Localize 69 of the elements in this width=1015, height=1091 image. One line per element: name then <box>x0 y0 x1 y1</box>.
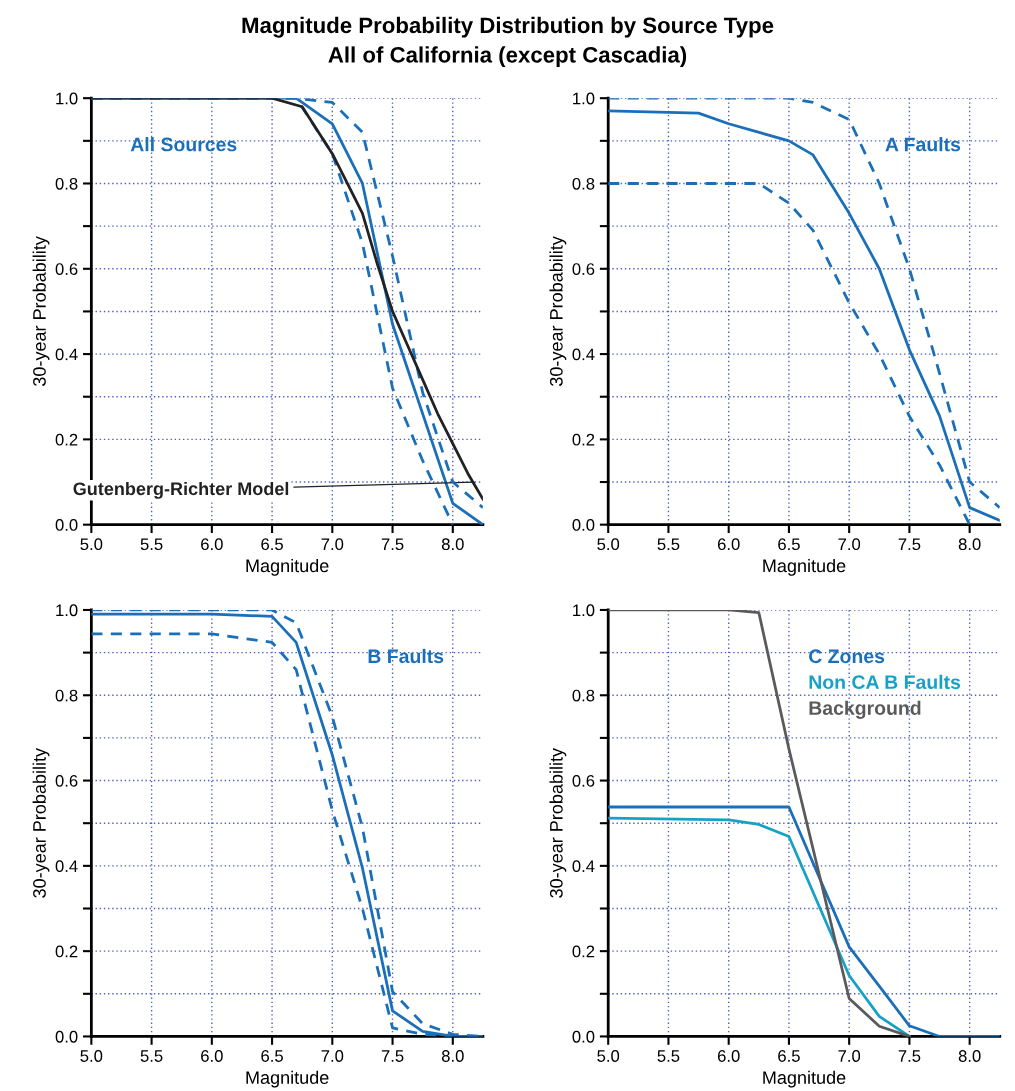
y-tick-label: 0.2 <box>55 433 78 446</box>
x-tick-label: 5.0 <box>80 538 103 551</box>
x-tick-label: 5.5 <box>657 538 680 551</box>
y-tick-label: 0.4 <box>55 860 78 873</box>
x-tick-label: 7.0 <box>838 538 861 551</box>
y-tick-label: 0.6 <box>55 774 78 787</box>
x-tick-label: 6.5 <box>261 1050 283 1062</box>
x-tick-label: 8.0 <box>958 1050 981 1062</box>
x-tick-label: 5.5 <box>657 1050 680 1062</box>
y-tick-label: 0.0 <box>55 1030 78 1043</box>
y-tick-label: 0.8 <box>55 689 78 702</box>
x-tick-label: 7.0 <box>321 1050 344 1062</box>
x-tick-label: 6.0 <box>717 1050 740 1062</box>
y-axis-title: 30-year Probability <box>32 747 50 898</box>
x-tick-label: 8.0 <box>441 538 464 551</box>
text: Non CA B Faults <box>809 674 961 690</box>
x-tick-label: 7.5 <box>898 538 921 551</box>
y-tick-label: 0.6 <box>572 774 595 787</box>
y-axis-title: 30-year Probability <box>549 236 567 387</box>
x-tick-label: 6.5 <box>778 538 800 551</box>
y-tick-label: 0.4 <box>55 348 78 361</box>
x-axis-title: Magnitude <box>763 1070 846 1088</box>
x-tick-label: 5.0 <box>80 1050 103 1062</box>
text: B Faults <box>368 648 444 664</box>
x-tick-label: 7.5 <box>381 1050 404 1062</box>
text: All Sources <box>130 137 237 152</box>
x-tick-label: 6.0 <box>717 538 740 551</box>
y-tick-label: 0.4 <box>572 348 595 361</box>
x-tick-label: 5.5 <box>140 538 163 551</box>
series-label: Background <box>809 700 921 719</box>
x-tick-label: 6.5 <box>261 538 283 551</box>
x-tick-label: 6.0 <box>201 1050 223 1062</box>
y-tick-label: 1.0 <box>56 604 78 617</box>
x-axis-title: Magnitude <box>246 1070 329 1088</box>
x-tick-label: 7.5 <box>381 538 404 551</box>
annotation: Gutenberg-Richter Model <box>73 481 289 499</box>
x-tick-label: 6.5 <box>778 1050 800 1062</box>
x-tick-label: 5.0 <box>597 1050 620 1062</box>
x-tick-label: 7.5 <box>898 1050 921 1062</box>
y-tick-label: 0.2 <box>55 945 78 958</box>
y-tick-label: 0.0 <box>572 1030 595 1043</box>
y-axis-title: 30-year Probability <box>32 236 50 387</box>
y-tick-label: 0.8 <box>572 177 595 190</box>
y-tick-label: 0.8 <box>55 177 78 190</box>
y-tick-label: 0.6 <box>572 263 595 275</box>
x-tick-label: 6.0 <box>201 538 223 551</box>
x-tick-label: 8.0 <box>441 1050 464 1062</box>
x-axis-title: Magnitude <box>763 558 846 576</box>
y-tick-label: 0.2 <box>572 945 595 958</box>
y-tick-label: 1.0 <box>573 92 595 105</box>
y-tick-label: 0.0 <box>55 519 78 531</box>
x-tick-label: 5.0 <box>597 538 620 551</box>
y-tick-label: 0.0 <box>572 519 595 531</box>
x-axis-title: Magnitude <box>246 558 329 576</box>
chart-title: Magnitude Probability Distribution by Source Type <box>242 16 774 38</box>
x-tick-label: 7.0 <box>838 1050 861 1062</box>
x-tick-label: 5.5 <box>140 1050 163 1062</box>
x-tick-label: 8.0 <box>958 538 981 551</box>
y-tick-label: 0.4 <box>572 860 595 873</box>
y-tick-label: 1.0 <box>56 92 78 105</box>
y-tick-label: 0.6 <box>55 263 78 275</box>
y-axis-title: 30-year Probability <box>549 747 567 898</box>
text: A Faults <box>885 137 961 152</box>
y-tick-label: 1.0 <box>573 604 595 617</box>
y-tick-label: 0.8 <box>572 689 595 702</box>
chart-subtitle: All of California (except Cascadia) <box>328 46 687 68</box>
text: C Zones <box>809 649 885 664</box>
x-tick-label: 7.0 <box>321 538 344 551</box>
y-tick-label: 0.2 <box>572 433 595 446</box>
